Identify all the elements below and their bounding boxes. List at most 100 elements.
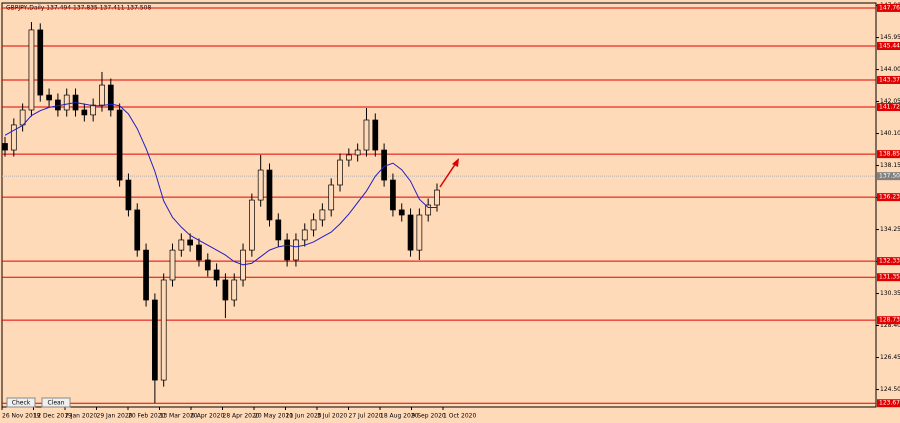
plot-frame <box>1 2 877 408</box>
candle-body <box>390 179 396 211</box>
level-label: 123.67 <box>879 400 900 407</box>
button-label[interactable]: Check <box>12 400 31 407</box>
moving-average <box>4 101 437 266</box>
x-tick-label: 29 Jan 2020 <box>97 413 133 420</box>
candle-body <box>231 279 238 301</box>
level-label: 136.23 <box>879 194 900 201</box>
price-label-box <box>877 172 900 181</box>
level-label-box <box>877 150 900 159</box>
candle-body <box>416 214 423 251</box>
candle-body <box>107 84 114 111</box>
y-tick-label: 130.355 <box>880 290 900 297</box>
level-label-box <box>877 75 900 84</box>
x-tick-label: 3 Jul 2020 <box>317 413 347 420</box>
x-tick-label: 6 Apr 2020 <box>191 413 224 420</box>
check-button[interactable]: Check <box>6 397 36 408</box>
level-label-box <box>877 103 900 112</box>
candle-body <box>425 204 432 216</box>
y-tick-label: 140.105 <box>880 130 900 137</box>
candle-body <box>319 209 326 221</box>
level-label: 132.33 <box>879 258 900 265</box>
level-label: 143.37 <box>879 76 900 83</box>
candle-body <box>407 214 414 251</box>
arrow-shaft <box>439 162 457 188</box>
candle-body <box>213 269 220 281</box>
candle-body <box>257 169 264 201</box>
y-tick-label: 128.405 <box>880 322 900 329</box>
candle-body <box>293 239 299 261</box>
level-label-box <box>877 257 900 266</box>
arrow-head <box>452 158 459 167</box>
candle-body <box>63 94 70 111</box>
candle-body <box>28 29 35 111</box>
clean-button[interactable]: Clean <box>41 397 71 408</box>
level-label: 131.35 <box>879 274 900 281</box>
candle-body <box>372 119 379 151</box>
button-frame[interactable] <box>41 397 71 408</box>
level-label: 128.73 <box>879 317 900 324</box>
candle-body <box>19 109 26 126</box>
candle-body <box>10 124 17 151</box>
candle-body <box>125 179 132 211</box>
candle-body <box>266 169 273 221</box>
candle-body <box>284 239 290 261</box>
candle-body <box>90 104 97 116</box>
candle-body <box>345 154 352 161</box>
level-label-box <box>877 193 900 202</box>
x-tick-label: 11 Jun 2020 <box>286 413 322 420</box>
candle-body <box>249 199 255 251</box>
x-tick-label: 12 Dec 2019 <box>34 413 73 420</box>
level-label: 138.85 <box>879 151 900 158</box>
candle-body <box>398 209 405 216</box>
button-frame[interactable] <box>6 397 36 408</box>
level-label-box <box>877 399 900 408</box>
candle-body <box>310 219 317 231</box>
candle-body <box>178 239 185 251</box>
x-tick-label: 9 Sep 2020 <box>412 413 446 420</box>
level-label: 145.44 <box>879 43 900 50</box>
candle-body <box>169 249 176 281</box>
candle-body <box>143 249 149 301</box>
candle-body <box>37 29 44 96</box>
candle-body <box>337 159 343 186</box>
x-tick-label: 13 Mar 2020 <box>160 413 198 420</box>
price-label: 137.508 <box>879 173 900 180</box>
candle-body <box>204 259 211 271</box>
level-label: 141.72 <box>879 104 900 111</box>
y-tick-label: 134.255 <box>880 226 900 233</box>
trend-arrow <box>439 158 459 188</box>
x-tick-label: 27 Jul 2020 <box>349 413 383 420</box>
x-tick-label: 20 Feb 2020 <box>128 413 166 420</box>
candle-body <box>2 143 8 151</box>
x-tick-label: 20 May 2020 <box>254 413 293 420</box>
level-label-box <box>877 316 900 325</box>
candle-body <box>46 94 52 101</box>
y-tick-label: 142.055 <box>880 98 900 105</box>
level-label: 147.76 <box>879 4 900 11</box>
x-tick-label: 1 Oct 2020 <box>443 413 476 420</box>
candle-body <box>328 184 335 211</box>
candle-body <box>134 209 141 251</box>
y-tick-label: 126.455 <box>880 354 900 361</box>
level-label-box <box>877 3 900 12</box>
y-tick-label: 138.155 <box>880 162 900 169</box>
candle-body <box>381 149 387 181</box>
candle-body <box>434 189 440 206</box>
level-label-box <box>877 42 900 51</box>
y-tick-label: 144.005 <box>880 66 900 73</box>
y-tick-label: 145.955 <box>880 34 900 41</box>
candle-body <box>275 219 282 241</box>
button-label[interactable]: Clean <box>47 400 64 407</box>
x-tick-label: 28 Apr 2020 <box>223 413 260 420</box>
candle-body <box>363 119 370 151</box>
y-tick-label: 124.505 <box>880 386 900 393</box>
level-label-box <box>877 273 900 282</box>
candle-body <box>301 229 308 241</box>
x-tick-label: 26 Nov 2019 <box>2 413 41 420</box>
candle-body <box>99 84 105 106</box>
x-tick-label: 7 Jan 2020 <box>65 413 97 420</box>
